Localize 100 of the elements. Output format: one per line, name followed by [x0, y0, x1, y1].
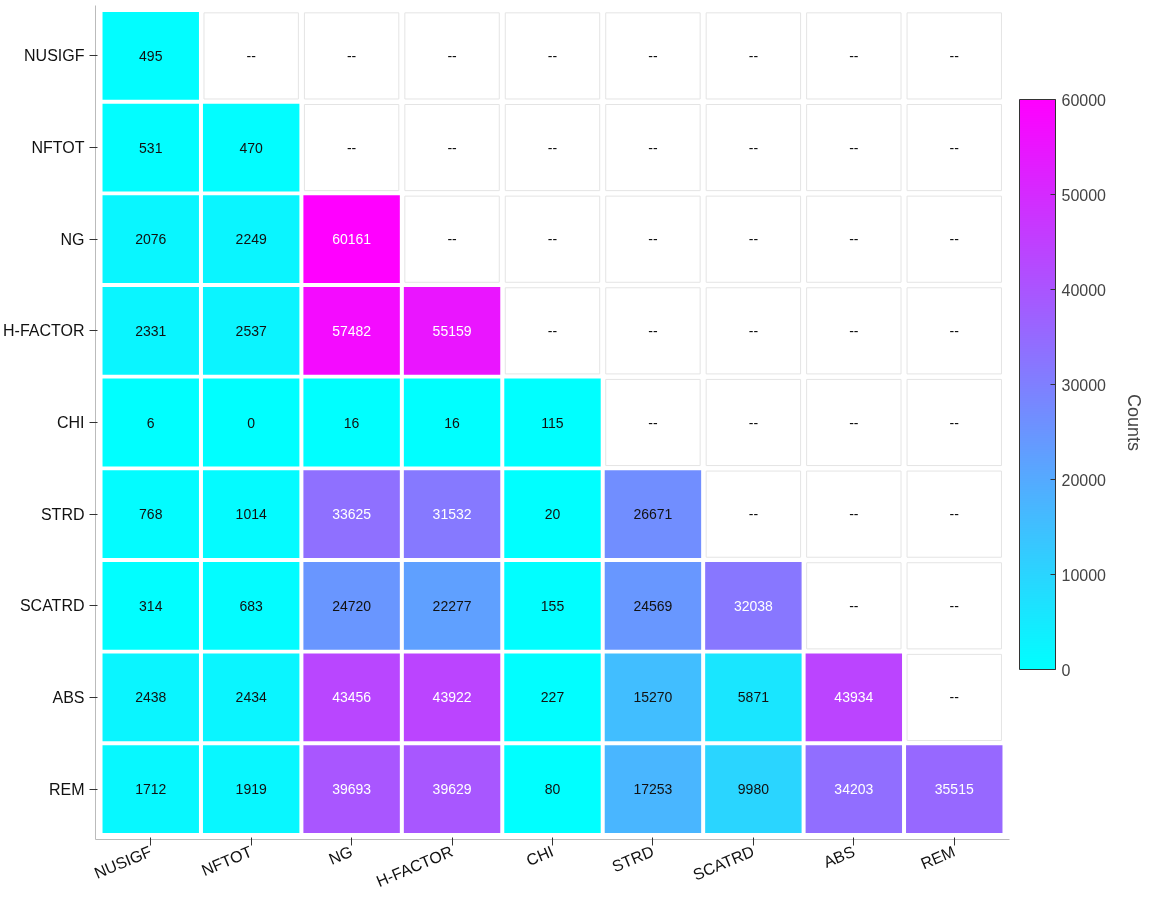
data-label: 32038 — [733, 597, 774, 614]
data-label: 115 — [541, 414, 564, 431]
text: -- — [949, 506, 959, 523]
y-tick-label: NUSIGF — [24, 47, 85, 65]
text: -- — [648, 231, 658, 248]
data-label: 683 — [239, 597, 264, 614]
data-label: 57482 — [332, 322, 372, 339]
text: -- — [648, 139, 658, 156]
data-label: 1712 — [135, 781, 167, 798]
data-label: 31532 — [432, 506, 472, 523]
text: -- — [547, 231, 558, 248]
color-bar-label: 30000 — [1061, 376, 1107, 394]
x-tick-label: STRD — [609, 842, 657, 876]
text: -- — [246, 47, 256, 64]
y-tick-label: H-FACTOR — [3, 322, 85, 340]
color-bar-title: Counts — [1123, 393, 1144, 452]
x-tick-label: NG — [326, 842, 355, 868]
data-label: 24569 — [633, 597, 673, 614]
color-bar-label: 60000 — [1061, 91, 1107, 109]
data-label: 33625 — [332, 506, 372, 523]
y-tick-label: SCATRD — [19, 597, 85, 615]
data-label: 43922 — [432, 689, 472, 706]
text: -- — [748, 414, 759, 431]
text: -- — [547, 139, 558, 156]
data-label: 43456 — [332, 689, 372, 706]
data-label: 39693 — [332, 781, 372, 798]
text: -- — [949, 231, 959, 248]
x-tick-label: REM — [918, 842, 958, 873]
data-label: 43934 — [834, 689, 874, 706]
text: -- — [949, 322, 959, 339]
data-label: 1919 — [235, 781, 267, 798]
text: -- — [748, 47, 759, 64]
y-tick-label: STRD — [40, 505, 85, 523]
text: -- — [748, 139, 759, 156]
text: -- — [648, 47, 658, 64]
y-tick-label: CHI — [56, 414, 85, 431]
data-label: 24720 — [332, 597, 372, 614]
data-label: 22277 — [432, 597, 472, 614]
data-label: 0 — [247, 414, 256, 431]
color-bar-label: 20000 — [1061, 471, 1107, 489]
data-label: 314 — [139, 597, 163, 614]
text: -- — [849, 414, 859, 431]
text: -- — [849, 597, 859, 614]
text: -- — [949, 47, 959, 64]
data-label: 470 — [239, 139, 264, 156]
data-label: 60161 — [332, 231, 372, 248]
text: -- — [346, 139, 357, 156]
y-tick-label: ABS — [52, 688, 85, 706]
text: -- — [949, 689, 959, 706]
text: -- — [949, 139, 959, 156]
data-label: 2331 — [135, 322, 167, 339]
text: -- — [547, 47, 558, 64]
data-label: 2249 — [235, 231, 267, 248]
text: -- — [447, 231, 457, 248]
data-label: 20 — [544, 506, 561, 523]
color-bar-label: 10000 — [1061, 566, 1107, 584]
text: -- — [648, 414, 658, 431]
data-label: 17253 — [633, 781, 673, 798]
data-label: 768 — [139, 506, 163, 523]
data-label: 35515 — [934, 781, 974, 798]
text: -- — [447, 47, 457, 64]
data-label: 39629 — [432, 781, 472, 798]
text: -- — [748, 231, 759, 248]
data-label: 2076 — [135, 231, 167, 248]
data-label: 55159 — [432, 322, 472, 339]
data-label: 26671 — [633, 506, 673, 523]
data-label: 2438 — [135, 689, 167, 706]
data-label: 6 — [146, 414, 155, 431]
data-label: 16 — [444, 414, 461, 431]
text: -- — [849, 322, 859, 339]
data-label: 5871 — [737, 689, 770, 706]
data-label: 2434 — [235, 689, 267, 706]
data-label: 495 — [139, 47, 163, 64]
text: -- — [447, 139, 457, 156]
text: -- — [346, 47, 357, 64]
text: -- — [748, 506, 759, 523]
text: -- — [648, 322, 658, 339]
y-tick-label: REM — [48, 780, 85, 798]
text: -- — [748, 322, 759, 339]
color-bar-label: 50000 — [1061, 186, 1107, 204]
text: -- — [849, 231, 859, 248]
data-label: 15270 — [633, 689, 673, 706]
data-label: 155 — [540, 597, 565, 614]
data-label: 34203 — [834, 781, 874, 798]
data-label: 227 — [540, 689, 565, 706]
text: -- — [849, 139, 859, 156]
y-tick-label: NFTOT — [31, 139, 85, 157]
data-label: 2537 — [235, 322, 267, 339]
data-label: 1014 — [235, 506, 267, 523]
color-bar-label: 0 — [1061, 661, 1071, 679]
y-tick-label: NG — [60, 230, 85, 248]
data-label: 80 — [544, 781, 561, 798]
data-label: 16 — [343, 414, 360, 431]
text: -- — [949, 414, 959, 431]
text: -- — [849, 506, 859, 523]
text: -- — [849, 47, 859, 64]
x-tick-label: ABS — [821, 842, 858, 871]
text: -- — [949, 597, 959, 614]
color-bar-label: 40000 — [1061, 281, 1107, 299]
x-tick-label: CHI — [523, 842, 556, 870]
